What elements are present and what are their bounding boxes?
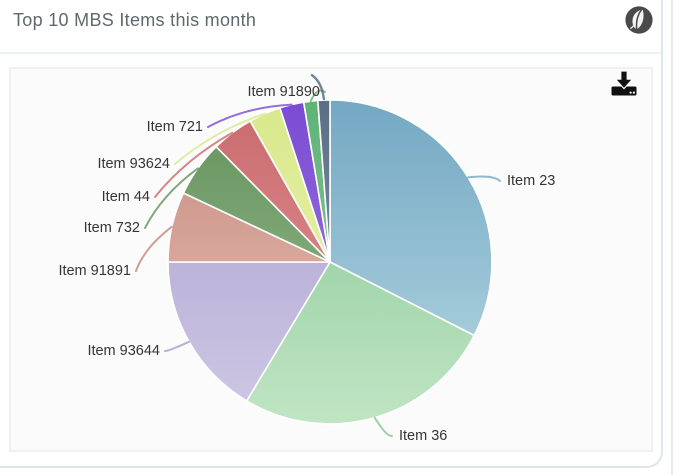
slice-leader-line: [207, 103, 293, 128]
pie-slices: [167, 99, 493, 425]
leaf-circle-icon[interactable]: [624, 5, 654, 35]
slice-leader-line: [144, 167, 199, 229]
slice-leader-line: [174, 112, 266, 165]
slice-leader-line: [309, 89, 326, 103]
export-chart-button[interactable]: [610, 70, 638, 97]
window-edge-line: [671, 0, 673, 475]
leaf-logo-graphic: [625, 6, 653, 34]
slice-leader-line: [467, 175, 501, 182]
slice-leader-line: [135, 225, 173, 272]
slice-leader-line: [164, 340, 190, 352]
slice-label: Item 93624: [97, 156, 170, 172]
slice-leader-line: [373, 416, 393, 437]
slice-leader-line: [154, 131, 234, 198]
chart-panel: Item 23 Item 36 Item 93644 Item 91891 Item 7…: [9, 67, 653, 452]
slice-label: Item 93644: [87, 343, 160, 359]
header-divider: [0, 52, 661, 54]
download-icon: [611, 70, 637, 96]
widget-title: Top 10 MBS Items this month: [13, 10, 257, 30]
slice-label: Item 732: [84, 220, 140, 236]
slice-leader-line-hidden-label: [310, 73, 326, 101]
slice-label: Item 91891: [58, 263, 131, 279]
slice-label: Item 91890: [247, 84, 320, 100]
slice-label: Item 721: [147, 119, 203, 135]
slice-label: Item 36: [399, 428, 447, 444]
widget-card: Top 10 MBS Items this month Item 23 Item …: [0, 0, 663, 468]
pie-callouts: Item 23 Item 36 Item 93644 Item 91891 Item 7…: [58, 73, 555, 444]
slice-label: Item 23: [507, 173, 555, 189]
pie-chart: Item 23 Item 36 Item 93644 Item 91891 Item 7…: [58, 73, 555, 444]
slice-label: Item 44: [102, 189, 150, 205]
